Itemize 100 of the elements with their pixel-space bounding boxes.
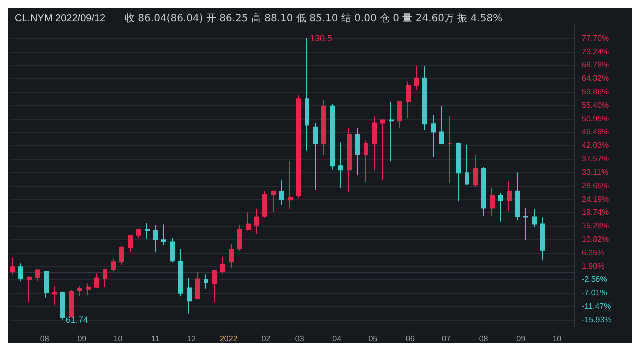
candlestick (86, 283, 91, 296)
candlestick (473, 154, 478, 188)
candlestick (111, 258, 116, 272)
candlestick (465, 144, 469, 186)
candlestick (246, 212, 251, 232)
y-tick-label: 50.95% (582, 114, 610, 124)
y-tick-label: -7.01% (582, 288, 608, 298)
y-tick-label: 1.90% (582, 262, 605, 271)
candlestick (103, 269, 107, 288)
candlestick (119, 245, 124, 266)
y-tick-label: 24.19% (582, 194, 610, 204)
candlestick (372, 116, 377, 172)
y-tick-label: 15.28% (582, 222, 610, 231)
candlestick (271, 190, 276, 213)
candlestick (10, 257, 15, 276)
candlestick (187, 278, 192, 314)
y-tick-label: 33.11% (582, 168, 609, 177)
candlestick (414, 66, 419, 91)
candlestick (347, 128, 352, 193)
y-tick-label: 19.74% (582, 208, 610, 218)
candlestick (153, 224, 158, 253)
candlestick (431, 114, 436, 158)
y-tick-label: 64.32% (582, 74, 610, 84)
candlestick (422, 66, 427, 131)
candlestick (18, 263, 23, 282)
candlestick (52, 286, 57, 306)
candlestick (456, 142, 461, 202)
candlestick (498, 192, 503, 222)
x-tick-label: 2022 (220, 334, 238, 344)
candlestick (481, 166, 486, 217)
x-tick-label: 08 (479, 334, 489, 344)
y-tick-label: 59.86% (582, 88, 610, 97)
candlestick (296, 94, 301, 199)
x-tick-label: 08 (40, 334, 50, 344)
candlestick (288, 160, 293, 210)
y-tick-label: -15.93% (582, 315, 612, 324)
candlestick (212, 270, 217, 303)
y-tick-label: 55.40% (582, 100, 610, 110)
candlestick (178, 248, 183, 298)
x-tick-label: 09 (516, 334, 526, 344)
candlestick (355, 128, 360, 176)
candlestick (27, 276, 32, 303)
candlestick (136, 228, 141, 239)
chart-subtitle: 收 86.04(86.04) 开 86.25 高 88.10 低 85.10 结 0.00 仓 0 量 24.60万 振 4.58% (125, 12, 503, 24)
x-tick-label: 09 (78, 334, 88, 344)
candlestick (540, 217, 545, 262)
candlestick (145, 222, 150, 240)
candlestick (364, 140, 368, 183)
candlestick (237, 224, 242, 252)
candlestick (305, 38, 309, 152)
candlestick (490, 187, 495, 217)
y-tick-label: 73.24% (582, 47, 610, 56)
candlestick (313, 122, 318, 190)
x-tick-label: 10 (114, 334, 124, 344)
candlestick (532, 208, 537, 228)
chart-title: CL.NYM 2022/09/12 (15, 14, 106, 24)
candlestick (397, 101, 402, 130)
candlestick (195, 272, 200, 300)
y-tick-label: 6.35% (582, 248, 605, 258)
y-tick-label: 28.65% (582, 181, 610, 190)
candlestick (389, 101, 394, 162)
candlestick (321, 100, 326, 156)
y-tick-label: 37.57% (582, 154, 610, 164)
candlestick (35, 269, 40, 282)
candlestick (448, 116, 453, 184)
candlestick (439, 106, 444, 146)
candlestick (94, 273, 99, 289)
candlestick (170, 238, 175, 264)
y-tick-label: 42.03% (582, 141, 610, 150)
x-tick-label: 11 (151, 334, 160, 344)
candlestick (220, 256, 225, 274)
candlestick (338, 142, 343, 189)
candlestick (380, 118, 385, 182)
x-tick-label: 03 (295, 334, 305, 344)
candlestick (44, 270, 49, 298)
y-tick-label: 10.82% (582, 234, 610, 244)
candlestick (279, 180, 284, 206)
x-tick-label: 05 (368, 334, 378, 344)
candlestick (523, 208, 528, 241)
x-tick-label: 04 (332, 334, 342, 344)
candlestick (128, 234, 133, 253)
candlestick (77, 286, 82, 297)
candlestick (254, 208, 259, 235)
candlestick (161, 224, 166, 246)
annotation: 61.74 (66, 314, 88, 325)
y-tick-label: -11.47% (582, 302, 612, 311)
x-tick-label: 06 (406, 334, 416, 344)
y-tick-label: 46.49% (582, 128, 610, 137)
candlestick (60, 291, 65, 320)
candlestick (262, 190, 267, 219)
annotation: 130.5 (310, 33, 333, 44)
candlestick (406, 81, 411, 119)
x-tick-label: 10 (552, 334, 562, 344)
candlestick (515, 172, 520, 221)
y-tick-label: 68.78% (582, 60, 610, 70)
candlestick (507, 180, 512, 212)
y-tick-label: 77.70% (582, 34, 610, 43)
x-tick-label: 12 (187, 334, 197, 344)
candlestick (229, 244, 234, 269)
candlestick (69, 290, 74, 318)
